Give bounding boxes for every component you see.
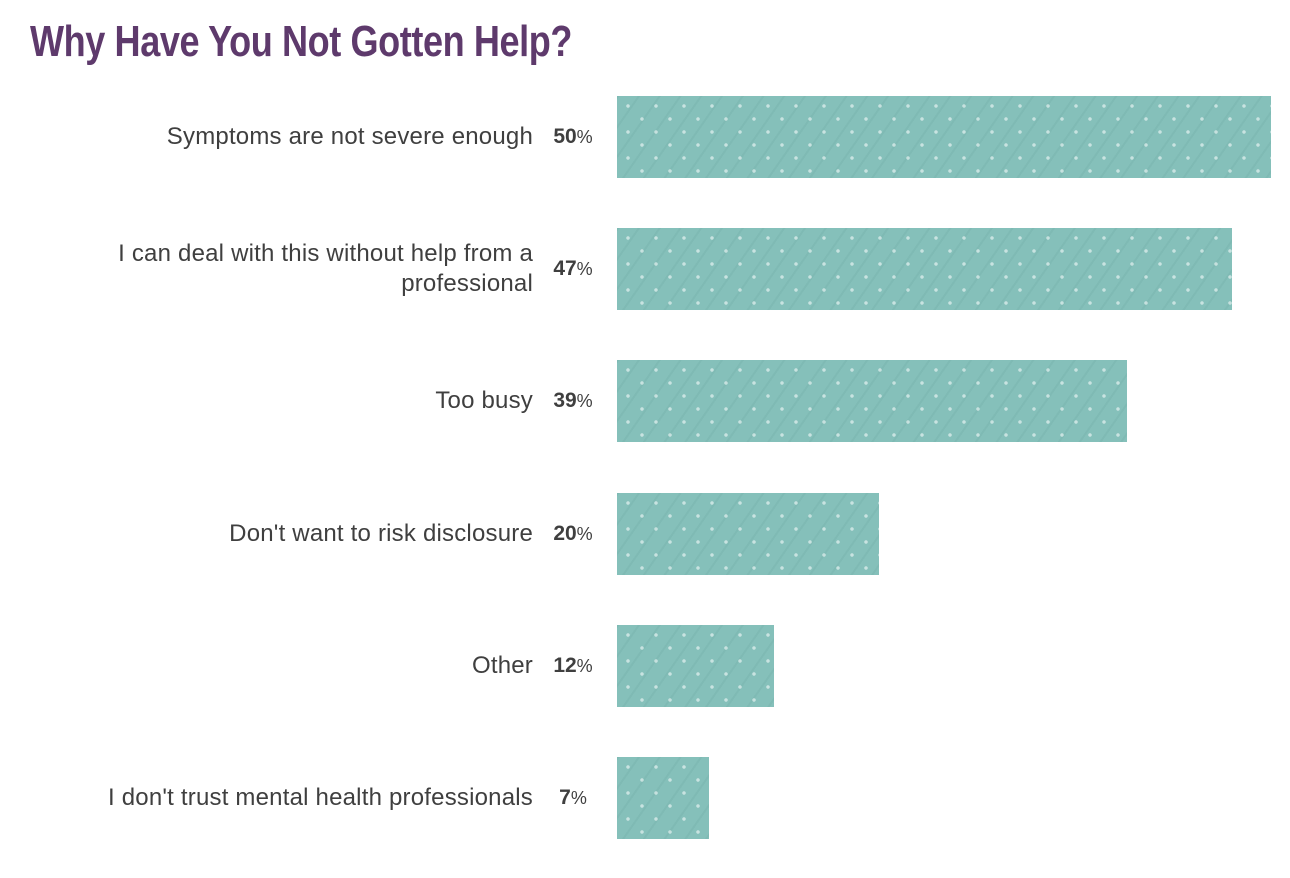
bar-track [617, 492, 1271, 575]
value-number: 47 [553, 257, 577, 281]
category-label: I don't trust mental health professional… [0, 783, 533, 813]
value-label: 50% [533, 125, 613, 149]
percent-sign: % [576, 259, 593, 280]
category-label: Too busy [0, 386, 533, 416]
category-label-text: Symptoms are not severe enough [166, 123, 533, 150]
value-label: 12% [533, 654, 613, 678]
percent-sign: % [576, 127, 593, 147]
percent-sign: % [576, 391, 593, 412]
value-number: 12 [553, 653, 577, 677]
value-label: 47% [533, 257, 613, 281]
bar-rows: Symptoms are not severe enough 50% I can… [0, 96, 1271, 839]
bar [617, 228, 1232, 311]
category-label-text: I don't trust mental health professional… [107, 783, 533, 811]
bar-track [617, 228, 1271, 311]
value-number: 7 [559, 785, 571, 809]
bar-row: I don't trust mental health professional… [0, 756, 1271, 839]
chart-title: Why Have You Not Gotten Help? [30, 17, 573, 66]
value-label: 7% [533, 786, 613, 810]
value-label: 39% [533, 389, 613, 413]
bar-row: I can deal with this without help from a… [0, 228, 1271, 311]
category-label: Symptoms are not severe enough [0, 122, 533, 152]
bar [617, 756, 709, 839]
category-label-text: Don't want to risk disclosure [229, 519, 533, 547]
category-label-text: Other [471, 651, 533, 679]
bar [617, 624, 774, 707]
value-number: 39 [553, 389, 577, 413]
category-label: Don't want to risk disclosure [0, 519, 533, 549]
bar-track [617, 756, 1271, 839]
bar [617, 360, 1128, 443]
category-label: I can deal with this without help from a… [0, 239, 533, 299]
bar-track [617, 96, 1271, 178]
category-label-text: Too busy [435, 387, 533, 415]
percent-sign: % [576, 655, 593, 676]
category-label-text: I can deal with this without help from a… [118, 240, 533, 298]
bar-track [617, 360, 1271, 443]
value-number: 50 [553, 125, 577, 148]
bar-row: Too busy 39% [0, 360, 1271, 443]
bar-row: Symptoms are not severe enough 50% [0, 96, 1271, 178]
percent-sign: % [570, 787, 587, 808]
bar-row: Don't want to risk disclosure 20% [0, 492, 1271, 575]
value-label: 20% [533, 522, 613, 546]
bar-row: Other 12% [0, 624, 1271, 707]
bar [617, 96, 1271, 178]
bar [617, 492, 879, 575]
percent-sign: % [576, 523, 593, 544]
value-number: 20 [553, 521, 577, 545]
bar-track [617, 624, 1271, 707]
category-label: Other [0, 651, 533, 681]
